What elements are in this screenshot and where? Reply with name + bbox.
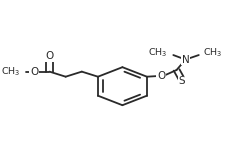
Text: O: O (157, 71, 165, 81)
Text: CH$_3$: CH$_3$ (203, 47, 223, 59)
Text: CH$_3$: CH$_3$ (1, 65, 21, 78)
Text: S: S (179, 76, 185, 86)
Text: O: O (45, 51, 54, 61)
Text: CH$_3$: CH$_3$ (148, 47, 168, 59)
Text: N: N (182, 55, 189, 65)
Text: O: O (30, 67, 38, 77)
